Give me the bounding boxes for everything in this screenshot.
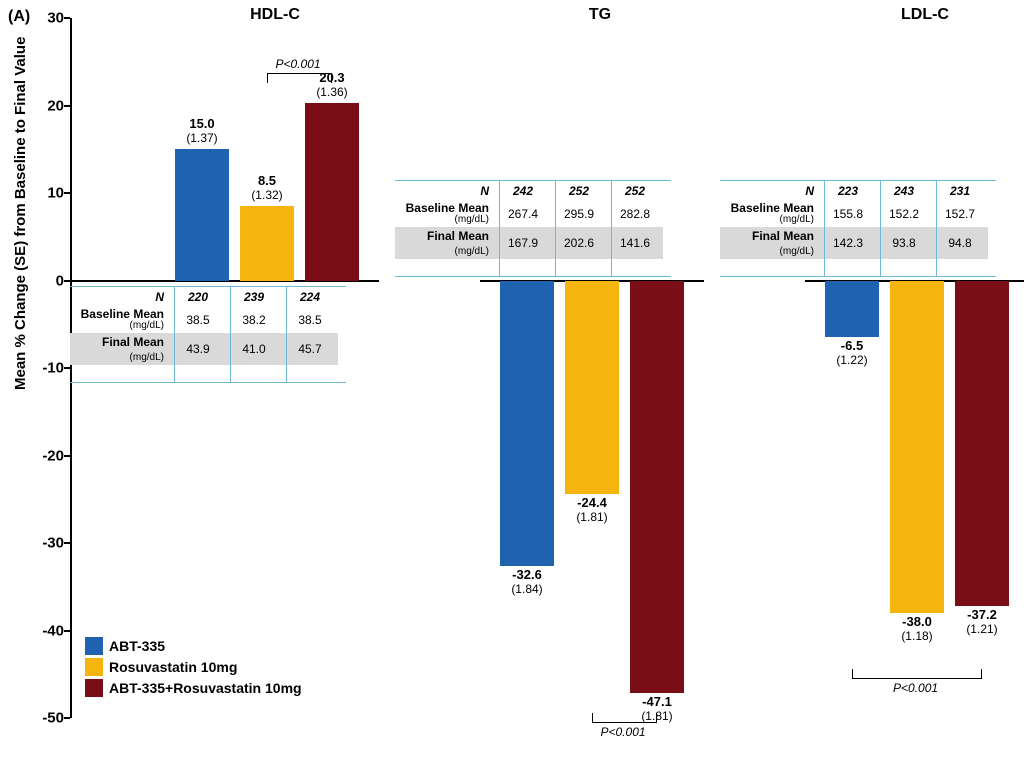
legend: ABT-335 Rosuvastatin 10mg ABT-335+Rosuvast…	[85, 634, 302, 700]
chart-bar	[240, 206, 294, 280]
y-axis-label: Mean % Change (SE) from Baseline to Fina…	[12, 37, 29, 390]
table-vsep	[936, 180, 937, 276]
table-vsep	[230, 286, 231, 382]
legend-swatch	[85, 679, 103, 697]
table-rule	[70, 286, 346, 287]
y-tick-label: -50	[24, 710, 64, 727]
legend-swatch	[85, 637, 103, 655]
table-vsep	[499, 180, 500, 276]
y-tick-label: -40	[24, 622, 64, 639]
table-rule	[70, 382, 346, 383]
table-rule	[395, 276, 671, 277]
group-data-table: N223243231Baseline Mean(mg/dL)155.8152.2…	[720, 182, 988, 259]
table-vsep	[824, 180, 825, 276]
chart-bar	[825, 281, 879, 338]
y-tick-label: 20	[24, 97, 64, 114]
y-tick-label: 30	[24, 10, 64, 27]
chart-bar	[955, 281, 1009, 607]
y-tick	[64, 717, 70, 719]
y-tick	[64, 367, 70, 369]
legend-label: Rosuvastatin 10mg	[109, 659, 237, 675]
plot-region: -50-40-30-20-100102030HDL-C15.0(1.37)8.5…	[70, 18, 1010, 718]
table-rule	[395, 180, 671, 181]
chart-bar	[890, 281, 944, 614]
bar-value-label: 8.5(1.32)	[237, 174, 297, 203]
chart-bar	[565, 281, 619, 495]
y-tick	[64, 630, 70, 632]
legend-item: ABT-335	[85, 637, 302, 655]
group-title: HDL-C	[215, 6, 335, 24]
y-tick-label: 0	[24, 272, 64, 289]
y-tick	[64, 542, 70, 544]
legend-label: ABT-335+Rosuvastatin 10mg	[109, 680, 302, 696]
bar-value-label: 15.0(1.37)	[172, 117, 232, 146]
bar-value-label: -38.0(1.18)	[887, 615, 947, 644]
significance-bracket	[267, 73, 332, 83]
significance-bracket	[592, 713, 657, 723]
significance-label: P<0.001	[893, 681, 938, 695]
y-tick-label: -10	[24, 360, 64, 377]
significance-label: P<0.001	[601, 725, 646, 739]
legend-label: ABT-335	[109, 638, 165, 654]
table-vsep	[174, 286, 175, 382]
table-vsep	[555, 180, 556, 276]
table-vsep	[286, 286, 287, 382]
y-tick	[64, 455, 70, 457]
y-tick-label: -30	[24, 535, 64, 552]
bar-value-label: -37.2(1.21)	[952, 608, 1012, 637]
bar-value-label: -6.5(1.22)	[822, 339, 882, 368]
chart-bar	[305, 103, 359, 281]
chart-bar	[500, 281, 554, 566]
chart-area: -50-40-30-20-100102030HDL-C15.0(1.37)8.5…	[70, 18, 1010, 718]
bar-value-label: -24.4(1.81)	[562, 496, 622, 525]
table-rule	[720, 276, 996, 277]
bar-value-label: -32.6(1.84)	[497, 568, 557, 597]
group-data-table: N242252252Baseline Mean(mg/dL)267.4295.9…	[395, 182, 663, 259]
table-vsep	[611, 180, 612, 276]
legend-item: Rosuvastatin 10mg	[85, 658, 302, 676]
chart-bar	[630, 281, 684, 693]
legend-swatch	[85, 658, 103, 676]
y-tick-label: 10	[24, 185, 64, 202]
table-rule	[720, 180, 996, 181]
group-title: LDL-C	[865, 6, 985, 24]
y-tick-label: -20	[24, 447, 64, 464]
group-data-table: N220239224Baseline Mean(mg/dL)38.538.238…	[70, 288, 338, 365]
group-title: TG	[540, 6, 660, 24]
y-tick	[64, 105, 70, 107]
y-tick	[64, 17, 70, 19]
significance-label: P<0.001	[276, 57, 321, 71]
table-vsep	[880, 180, 881, 276]
significance-bracket	[852, 669, 982, 679]
y-axis-line	[70, 18, 72, 718]
legend-item: ABT-335+Rosuvastatin 10mg	[85, 679, 302, 697]
y-tick	[64, 192, 70, 194]
chart-bar	[175, 149, 229, 280]
